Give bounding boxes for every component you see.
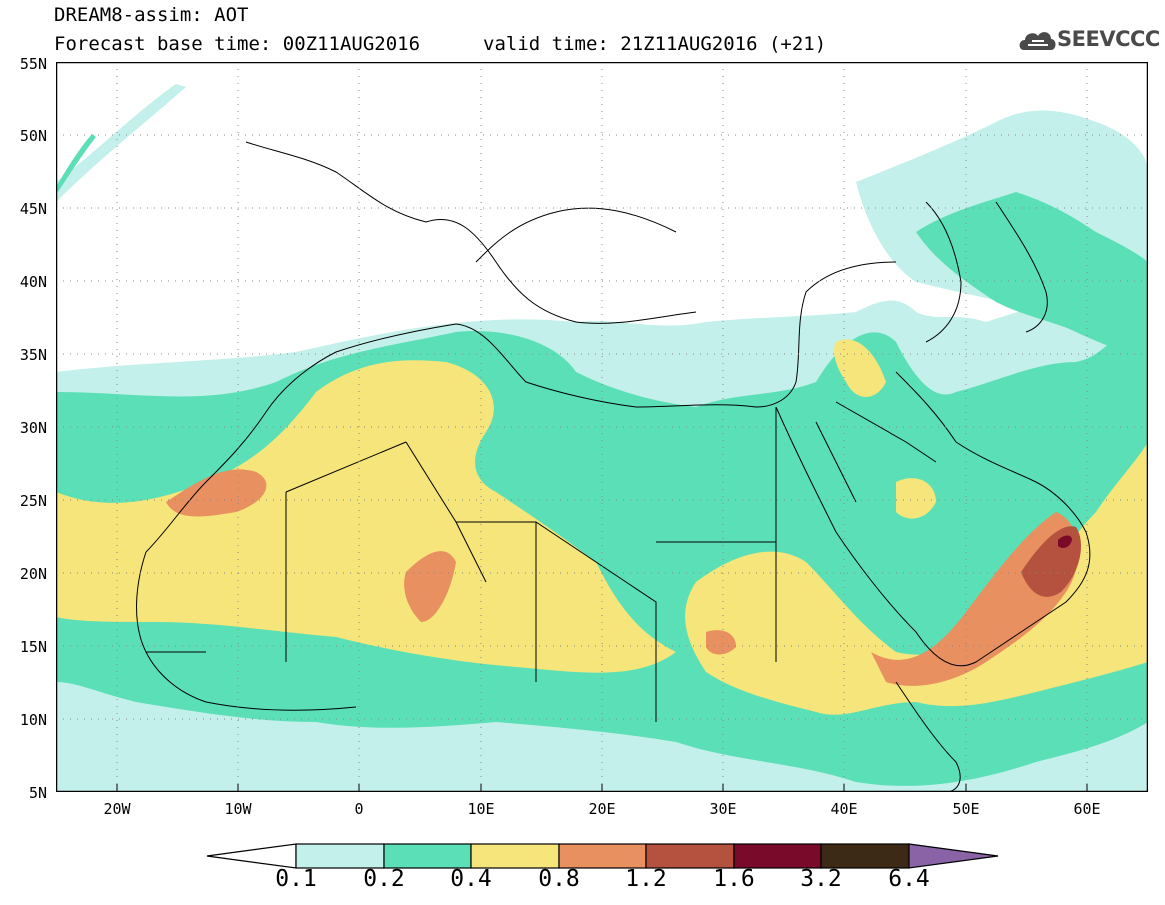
aot-field-0.8-oman bbox=[871, 512, 1079, 686]
lat-label-15n: 15N bbox=[19, 638, 47, 656]
colorbar-swatch-4 bbox=[558, 843, 647, 869]
aot-map bbox=[56, 62, 1148, 792]
colorbar-label: 0.8 bbox=[538, 866, 580, 892]
aot-field-0.2-caspian bbox=[916, 192, 1148, 362]
colorbar-label: 6.4 bbox=[888, 866, 930, 892]
lon-label-60e: 60E bbox=[1073, 800, 1101, 818]
colorbar-label: 3.2 bbox=[800, 866, 842, 892]
colorbar-arrow-high bbox=[908, 843, 999, 869]
lon-label-0: 0 bbox=[354, 800, 364, 818]
aot-field-0.2-atlantic bbox=[56, 134, 96, 192]
valid-time: valid time: 21Z11AUG2016 (+21) bbox=[483, 33, 827, 55]
colorbar-swatch-6 bbox=[733, 843, 822, 869]
colorbar-label: 1.6 bbox=[713, 866, 755, 892]
map-title: DREAM8-assim: AOT bbox=[54, 4, 249, 26]
logo-text: SEEVCCC bbox=[1057, 27, 1160, 51]
lat-label-10n: 10N bbox=[19, 711, 47, 729]
lon-label-10w: 10W bbox=[224, 800, 252, 818]
cloud-icon bbox=[1019, 32, 1056, 50]
lat-label-35n: 35N bbox=[19, 346, 47, 364]
colorbar-label: 0.2 bbox=[363, 866, 405, 892]
lon-label-10e: 10E bbox=[467, 800, 495, 818]
colorbar-swatch-7 bbox=[820, 843, 910, 869]
aot-field-0.4-arabia2 bbox=[896, 478, 936, 519]
aot-field-0.4-east bbox=[685, 442, 1148, 715]
colorbar bbox=[206, 843, 999, 869]
lat-label-55n: 55N bbox=[19, 55, 47, 73]
lat-label-5n: 5N bbox=[28, 784, 47, 802]
lon-label-50e: 50E bbox=[952, 800, 980, 818]
colorbar-label: 0.4 bbox=[450, 866, 492, 892]
colorbar-swatch-5 bbox=[645, 843, 735, 869]
aot-field-0.8-sudan bbox=[706, 630, 736, 655]
aot-field-1.6 bbox=[1058, 535, 1072, 548]
lat-label-30n: 30N bbox=[19, 419, 47, 437]
lat-label-45n: 45N bbox=[19, 200, 47, 218]
map-grid bbox=[56, 62, 1148, 792]
lat-label-40n: 40N bbox=[19, 273, 47, 291]
lat-label-20n: 20N bbox=[19, 565, 47, 583]
colorbar-swatch-1 bbox=[295, 843, 385, 869]
colorbar-label: 1.2 bbox=[625, 866, 667, 892]
colorbar-swatch-3 bbox=[470, 843, 560, 869]
lat-label-25n: 25N bbox=[19, 492, 47, 510]
lon-label-20w: 20W bbox=[103, 800, 131, 818]
aot-field-0.4 bbox=[56, 360, 676, 673]
colorbar-swatch-2 bbox=[383, 843, 472, 869]
forecast-base-time: Forecast base time: 00Z11AUG2016 bbox=[54, 33, 421, 55]
aot-field-0.8 bbox=[166, 469, 267, 517]
coastlines bbox=[136, 141, 1091, 792]
colorbar-arrow-low bbox=[206, 843, 297, 869]
aot-field-0.1-atlantic bbox=[56, 84, 186, 202]
lon-label-30e: 30E bbox=[709, 800, 737, 818]
lon-label-40e: 40E bbox=[830, 800, 858, 818]
lat-label-50n: 50N bbox=[19, 127, 47, 145]
lon-label-20e: 20E bbox=[588, 800, 616, 818]
colorbar-label: 0.1 bbox=[275, 866, 317, 892]
aot-field-0.8-mali bbox=[404, 551, 456, 622]
